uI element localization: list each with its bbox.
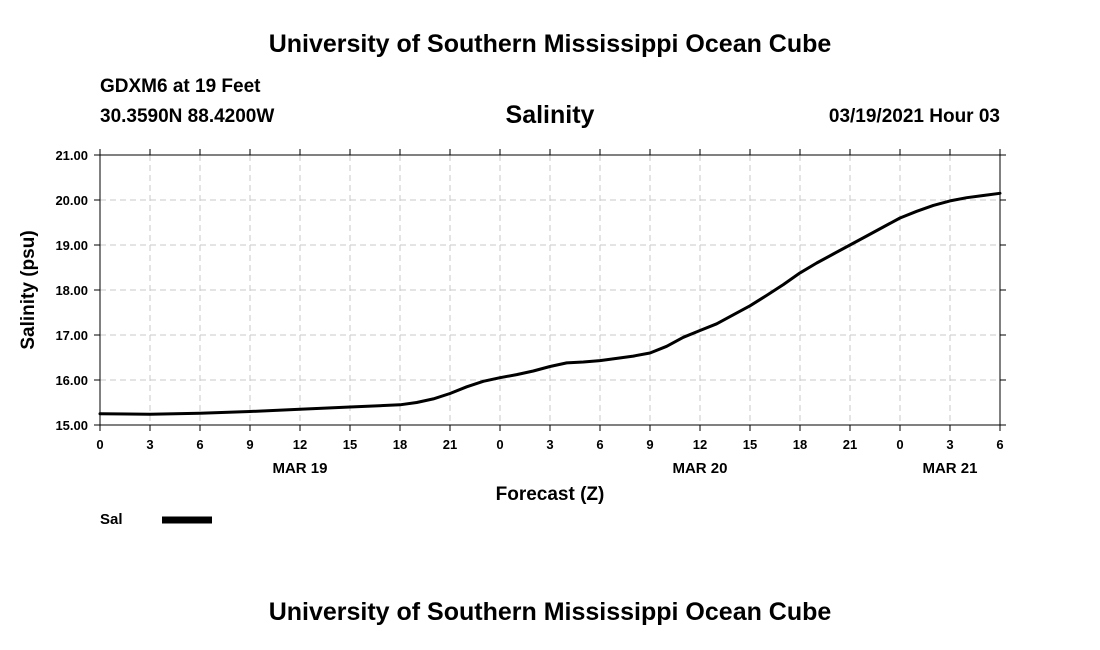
chart-title: Salinity xyxy=(505,101,595,129)
x-tick-label: 3 xyxy=(546,437,553,452)
x-tick-label: 6 xyxy=(996,437,1003,452)
x-tick-label: 21 xyxy=(843,437,857,452)
x-tick-label: 15 xyxy=(343,437,357,452)
bottom-title: University of Southern Mississippi Ocean… xyxy=(268,598,832,626)
datetime-label: 03/19/2021 Hour 03 xyxy=(828,106,1000,127)
x-tick-label: 3 xyxy=(146,437,153,452)
y-tick-labels: 15.00 16.00 17.00 18.00 19.00 20.00 21.00 xyxy=(55,148,88,433)
x-tick-labels: 0 3 6 9 12 15 18 21 0 3 6 9 12 15 18 21 0 3 6 xyxy=(96,437,1003,452)
date-label: MAR 20 xyxy=(672,460,727,477)
date-labels: MAR 19 MAR 20 MAR 21 xyxy=(272,460,977,477)
y-tick-label: 18.00 xyxy=(55,283,88,298)
x-tick-label: 0 xyxy=(96,437,103,452)
x-tick-label: 0 xyxy=(896,437,903,452)
date-label: MAR 19 xyxy=(272,460,327,477)
x-tick-label: 9 xyxy=(646,437,653,452)
y-tick-label: 19.00 xyxy=(55,238,88,253)
x-tick-label: 6 xyxy=(196,437,203,452)
top-title: University of Southern Mississippi Ocean… xyxy=(268,30,832,58)
x-tick-label: 18 xyxy=(793,437,807,452)
x-tick-label: 12 xyxy=(693,437,707,452)
x-axis-label: Forecast (Z) xyxy=(496,484,605,505)
x-tick-label: 18 xyxy=(393,437,407,452)
x-tick-label: 0 xyxy=(496,437,503,452)
x-tick-label: 15 xyxy=(743,437,757,452)
tick-marks xyxy=(94,149,1006,431)
y-tick-label: 20.00 xyxy=(55,193,88,208)
y-axis-label: Salinity (psu) xyxy=(18,230,39,349)
series-group xyxy=(98,191,1002,416)
y-tick-label: 17.00 xyxy=(55,328,88,343)
x-tick-label: 9 xyxy=(246,437,253,452)
y-tick-label: 16.00 xyxy=(55,373,88,388)
coordinates-label: 30.3590N 88.4200W xyxy=(100,106,275,127)
y-tick-label: 21.00 xyxy=(55,148,88,163)
x-tick-label: 6 xyxy=(596,437,603,452)
x-tick-label: 21 xyxy=(443,437,457,452)
x-tick-label: 12 xyxy=(293,437,307,452)
y-tick-label: 15.00 xyxy=(55,418,88,433)
station-label: GDXM6 at 19 Feet xyxy=(100,76,261,97)
series-line-sal xyxy=(98,191,1002,416)
date-label: MAR 21 xyxy=(922,460,977,477)
grid-lines xyxy=(100,155,1000,425)
x-tick-label: 3 xyxy=(946,437,953,452)
legend-label: Sal xyxy=(100,511,123,528)
